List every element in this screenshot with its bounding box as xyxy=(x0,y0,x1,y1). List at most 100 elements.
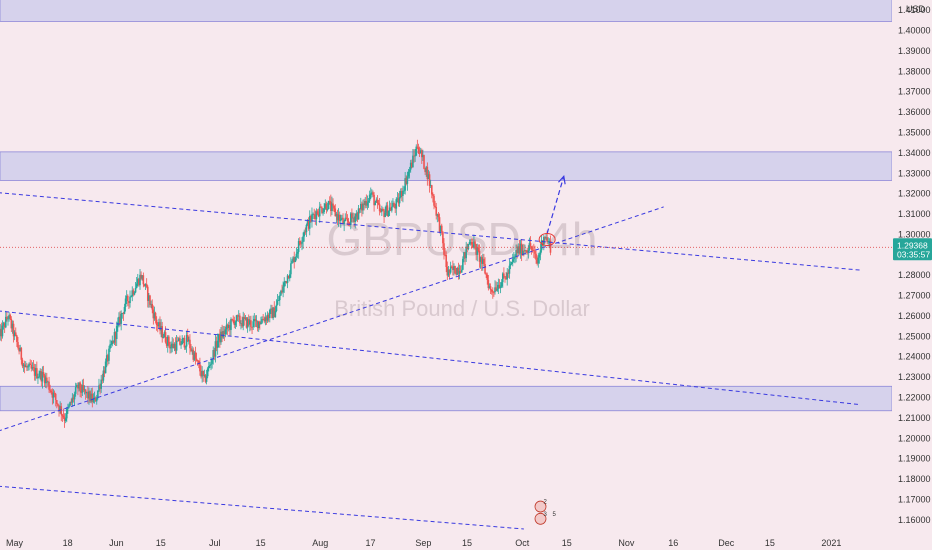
candle-body-89 xyxy=(97,390,99,398)
candle-body-328 xyxy=(362,203,364,211)
time-axis-background xyxy=(0,536,932,550)
candle-body-174 xyxy=(191,349,193,351)
x-tick-label-5: 15 xyxy=(256,538,266,548)
candle-body-465 xyxy=(514,256,516,258)
trendline-0 xyxy=(0,192,861,271)
candle-body-448 xyxy=(495,287,497,291)
candle-body-55 xyxy=(59,406,61,412)
candle-body-37 xyxy=(39,371,41,377)
candle-body-159 xyxy=(174,344,177,351)
candle-body-118 xyxy=(129,296,131,304)
candle-body-356 xyxy=(393,203,395,207)
y-tick-label-25: 1.41000 xyxy=(898,5,931,15)
candle-body-251 xyxy=(276,300,279,305)
annotations[interactable]: 2 3 5 xyxy=(0,233,892,525)
candle-body-331 xyxy=(365,201,368,206)
supply-demand-zones[interactable] xyxy=(0,0,893,412)
event-count-0: 2 xyxy=(544,500,548,506)
candle-body-199 xyxy=(219,333,221,343)
candle-body-1 xyxy=(0,328,2,336)
event-marker-1 xyxy=(534,512,547,525)
candle-body-81 xyxy=(88,391,90,399)
candle-body-163 xyxy=(179,338,181,345)
event-count-1: 3 xyxy=(544,512,548,518)
y-tick-label-22: 1.38000 xyxy=(898,66,931,76)
candle-body-135 xyxy=(148,295,150,301)
candle-body-182 xyxy=(200,371,202,377)
candle-body-482 xyxy=(533,250,535,252)
candle-body-398 xyxy=(439,225,442,232)
candle-body-431 xyxy=(476,247,479,255)
y-tick-label-12: 1.28000 xyxy=(898,270,931,280)
candle-body-239 xyxy=(263,319,266,322)
candle-body-32 xyxy=(33,367,36,376)
candle-body-8 xyxy=(7,318,9,320)
candle-body-194 xyxy=(213,350,216,357)
candle-body-72 xyxy=(78,382,80,389)
y-tick-label-18: 1.34000 xyxy=(898,148,931,158)
candle-body-79 xyxy=(85,391,88,394)
candle-body-189 xyxy=(207,366,210,369)
candle-body-39 xyxy=(41,371,44,382)
candle-body-304 xyxy=(335,213,338,217)
candle-body-426 xyxy=(470,242,473,245)
candle-body-393 xyxy=(434,205,436,207)
candle-body-70 xyxy=(75,385,78,388)
candle-body-388 xyxy=(428,174,431,186)
candle-body-333 xyxy=(367,200,370,203)
candle-body-299 xyxy=(330,201,332,211)
candle-body-363 xyxy=(401,191,403,196)
candle-body-91 xyxy=(99,385,101,389)
candle-body-326 xyxy=(359,203,362,210)
candle-body-111 xyxy=(121,313,124,314)
candle-body-232 xyxy=(255,320,258,322)
y-tick-label-10: 1.26000 xyxy=(898,311,931,321)
candle-body-347 xyxy=(383,210,385,217)
candle-body-256 xyxy=(282,286,284,293)
trendline-2 xyxy=(0,310,861,406)
candle-body-63 xyxy=(68,405,70,408)
countdown-text: 03:35:57 xyxy=(897,249,930,259)
trendlines[interactable] xyxy=(0,175,861,530)
candle-body-358 xyxy=(395,199,398,209)
candle-body-414 xyxy=(457,267,460,274)
candle-body-386 xyxy=(426,166,429,180)
candle-body-343 xyxy=(378,204,381,212)
candle-body-390 xyxy=(430,185,433,195)
candle-body-138 xyxy=(151,303,154,310)
time-axis[interactable]: May 18 Jun 15 Jul 15 Aug 17 Sep 15 Oct 15 Nov 16 Dec 15… xyxy=(0,536,932,550)
candle-body-263 xyxy=(290,263,292,275)
candle-body-372 xyxy=(411,162,413,168)
candle-body-6 xyxy=(4,316,7,328)
candle-body-443 xyxy=(489,286,492,290)
candle-body-162 xyxy=(178,338,180,342)
price-axis[interactable]: USD 1.16000 1.17000 1.18000 1.19000 1.20000 1… xyxy=(892,0,932,550)
candle-body-287 xyxy=(316,211,319,215)
candle-body-117 xyxy=(128,301,130,304)
candle-body-59 xyxy=(63,417,66,421)
candle-body-492 xyxy=(544,237,546,239)
candle-body-191 xyxy=(210,363,212,365)
candle-body-419 xyxy=(463,252,465,259)
candle-body-444 xyxy=(490,289,493,292)
candle-body-235 xyxy=(259,321,261,325)
zone-1 xyxy=(0,151,893,181)
candle-body-243 xyxy=(267,314,270,319)
candle-body-65 xyxy=(70,401,73,403)
candle-body-223 xyxy=(245,317,248,328)
y-tick-label-1: 1.17000 xyxy=(898,494,931,504)
candle-body-62 xyxy=(67,407,69,409)
candle-body-9 xyxy=(8,314,10,319)
candle-body-255 xyxy=(281,290,283,293)
candle-body-491 xyxy=(543,237,545,246)
candle-body-345 xyxy=(381,208,383,212)
candle-body-214 xyxy=(235,315,238,322)
candle-body-364 xyxy=(402,190,404,196)
candle-body-250 xyxy=(275,304,278,312)
candle-body-487 xyxy=(538,254,541,258)
candle-body-98 xyxy=(107,355,109,361)
candle-body-94 xyxy=(102,370,105,381)
candle-body-41 xyxy=(43,375,46,384)
